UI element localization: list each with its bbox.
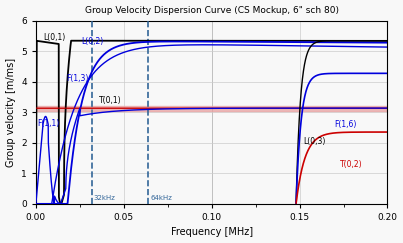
Text: L(0,2): L(0,2) <box>81 37 104 46</box>
Text: L(0,3): L(0,3) <box>303 137 326 146</box>
Text: T(0,1): T(0,1) <box>99 96 122 105</box>
Text: L(0,1): L(0,1) <box>43 33 65 42</box>
Text: 64kHz: 64kHz <box>150 195 172 201</box>
Title: Group Velocity Dispersion Curve (CS Mockup, 6" sch 80): Group Velocity Dispersion Curve (CS Mock… <box>85 6 339 15</box>
Text: F(1,3): F(1,3) <box>66 74 88 83</box>
X-axis label: Frequency [MHz]: Frequency [MHz] <box>170 227 253 237</box>
Y-axis label: Group velocity [m/ms]: Group velocity [m/ms] <box>6 58 16 167</box>
Text: F(1,1): F(1,1) <box>37 119 60 128</box>
Bar <box>36 106 387 111</box>
Text: 32kHz: 32kHz <box>94 195 116 201</box>
Text: F(1,6): F(1,6) <box>335 120 357 129</box>
Text: T(0,2): T(0,2) <box>340 160 363 169</box>
